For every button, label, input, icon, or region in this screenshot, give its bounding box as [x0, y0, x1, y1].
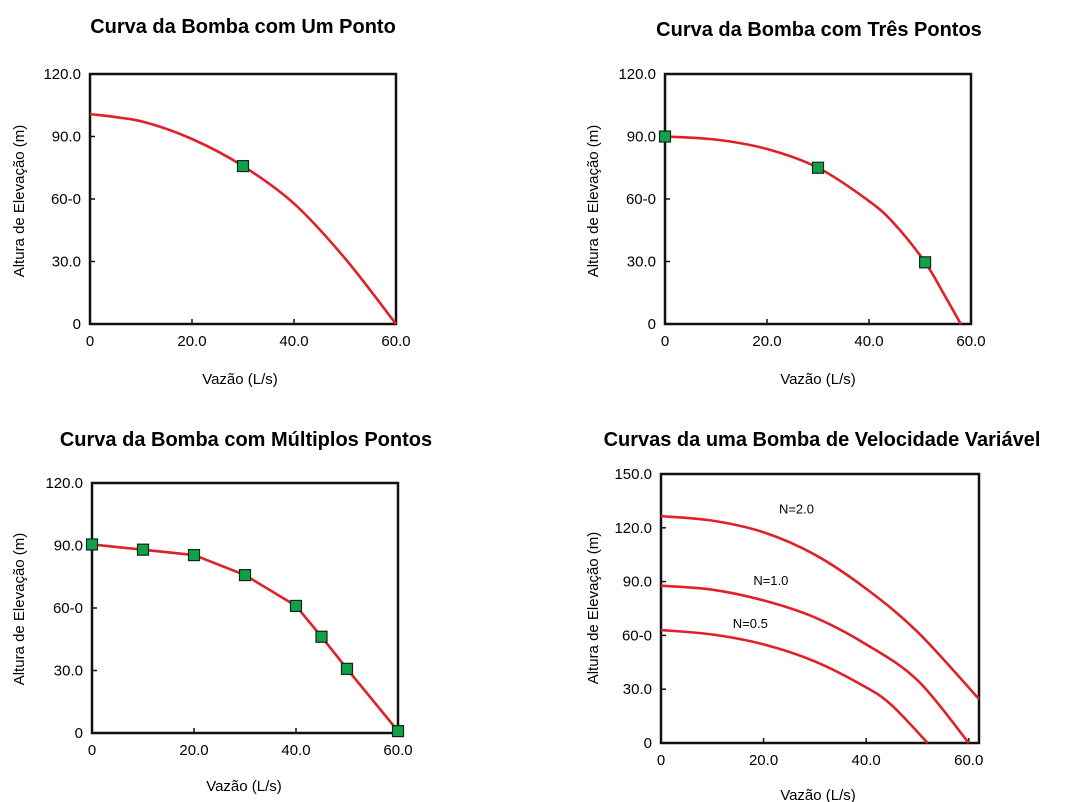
x-axis-label: Vazão (L/s)	[780, 371, 856, 388]
series-label: N=1.0	[753, 573, 788, 588]
chart-title: Curva da Bomba com Três Pontos	[656, 19, 982, 41]
x-axis-label: Vazão (L/s)	[202, 371, 278, 388]
x-tick-label: 60.0	[956, 333, 985, 350]
chart-panel-three-points: Curva da Bomba com Três Pontos Vazão (L/…	[585, 19, 986, 388]
x-tick-label: 0	[86, 333, 94, 350]
x-axis-label: Vazão (L/s)	[206, 778, 282, 795]
y-tick-label: 120.0	[614, 520, 652, 537]
series-label: N=0.5	[733, 616, 768, 631]
chart-panel-variable-speed: Curvas da uma Bomba de Velocidade Variáv…	[585, 429, 1040, 802]
plot-frame	[88, 72, 398, 326]
data-point-marker	[658, 130, 672, 143]
y-tick-label: 150.0	[614, 466, 652, 483]
data-point-marker	[238, 568, 252, 582]
y-tick-label: 60-0	[53, 600, 83, 617]
x-tick-label: 60.0	[381, 333, 410, 350]
y-tick-label: 0	[648, 316, 656, 333]
y-tick-label: 120.0	[43, 66, 81, 83]
x-tick-label: 40.0	[854, 333, 883, 350]
data-point-marker	[391, 725, 405, 738]
y-tick-label: 90.0	[52, 129, 81, 146]
x-tick-label: 40.0	[281, 742, 310, 759]
chart-title: Curvas da uma Bomba de Velocidade Variáv…	[604, 429, 1041, 451]
y-tick-label: 60-0	[626, 191, 656, 208]
x-tick-label: 60.0	[954, 752, 983, 769]
y-tick-label: 90.0	[623, 574, 652, 591]
y-tick-label: 0	[73, 316, 81, 333]
y-tick-label: 90.0	[54, 538, 83, 555]
y-tick-label: 30.0	[623, 681, 652, 698]
y-tick-label: 120.0	[618, 66, 656, 83]
x-tick-label: 0	[657, 752, 665, 769]
pump-curve-n-0-5	[660, 628, 929, 744]
y-tick-label: 0	[75, 725, 83, 742]
y-tick-label: 60-0	[51, 191, 81, 208]
data-point-marker	[85, 538, 99, 551]
pump-curve-n-2-0	[660, 514, 980, 700]
data-point-marker	[289, 599, 303, 613]
pump-curve	[89, 112, 398, 325]
y-axis-label: Altura de Elevação (m)	[11, 533, 28, 686]
data-point-marker	[136, 543, 150, 556]
data-point-marker	[236, 159, 250, 173]
y-axis-label: Altura de Elevação (m)	[11, 125, 28, 278]
x-tick-label: 20.0	[749, 752, 778, 769]
y-axis-label: Altura de Elevação (m)	[585, 532, 602, 685]
x-tick-label: 40.0	[852, 752, 881, 769]
plot-frame	[90, 481, 400, 735]
data-point-marker	[918, 256, 932, 269]
data-point-marker	[340, 662, 354, 675]
y-tick-label: 0	[644, 735, 652, 752]
x-tick-label: 60.0	[383, 742, 412, 759]
y-tick-label: 30.0	[52, 254, 81, 271]
y-tick-label: 90.0	[627, 129, 656, 146]
y-axis-label: Altura de Elevação (m)	[585, 125, 602, 278]
pump-curve-n-1-0	[660, 584, 970, 744]
x-tick-label: 20.0	[752, 333, 781, 350]
chart-title: Curva da Bomba com Múltiplos Pontos	[60, 429, 432, 451]
data-point-marker	[187, 548, 201, 562]
y-tick-label: 60-0	[622, 627, 652, 644]
data-point-marker	[811, 161, 825, 174]
x-tick-label: 20.0	[179, 742, 208, 759]
data-point-marker	[315, 630, 328, 643]
chart-panel-multiple-points: Curva da Bomba com Múltiplos Pontos Vazã…	[11, 429, 432, 795]
x-tick-label: 0	[661, 333, 669, 350]
y-tick-label: 30.0	[627, 254, 656, 271]
x-tick-label: 0	[88, 742, 96, 759]
y-tick-label: 30.0	[54, 663, 83, 680]
chart-title: Curva da Bomba com Um Ponto	[90, 16, 396, 38]
x-tick-label: 20.0	[177, 333, 206, 350]
x-axis-label: Vazão (L/s)	[780, 787, 856, 802]
series-label: N=2.0	[779, 501, 814, 516]
chart-panel-one-point: Curva da Bomba com Um Ponto Vazão (L/s) …	[11, 16, 411, 388]
x-tick-label: 40.0	[279, 333, 308, 350]
plot-frame	[663, 72, 973, 326]
pump-curve	[664, 135, 962, 325]
plot-frame	[659, 472, 981, 745]
y-tick-label: 120.0	[45, 475, 83, 492]
